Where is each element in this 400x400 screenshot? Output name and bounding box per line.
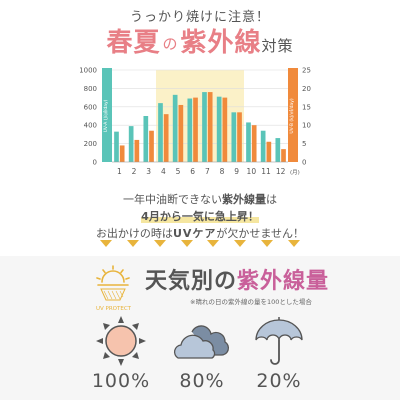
uv-b-bar (163, 114, 169, 162)
weather-title-highlight: 紫外線量 (237, 269, 330, 294)
uv-a-bar (275, 138, 281, 162)
message-line-1: 一年中油断できない紫外線量は (0, 191, 400, 207)
x-tick-label: 9 (234, 167, 239, 176)
x-tick-label: 2 (132, 167, 137, 176)
right-axis-label: UV-B (kJ/㎡/day) (288, 98, 295, 134)
right-tick-label: 15 (302, 103, 311, 111)
triangle-icon (234, 240, 247, 247)
triangle-icon (207, 240, 220, 247)
triangle-icon (126, 240, 139, 247)
x-tick-label: 7 (205, 167, 210, 176)
uv-a-bar (202, 92, 207, 162)
uv-b-bar (207, 92, 213, 162)
right-tick-label: 20 (302, 85, 311, 93)
weather-title: 天気別の紫外線量 (145, 263, 329, 295)
uv-a-bar (231, 112, 237, 162)
uv-a-bar (260, 130, 266, 162)
uv-a-bar (128, 126, 134, 162)
page-title: 春夏 の紫外線対策 (0, 22, 400, 59)
uv-a-bar (246, 122, 251, 162)
message-text: は (266, 193, 277, 206)
triangle-icon (100, 240, 112, 247)
umbrella-icon (255, 317, 303, 365)
triangle-icon (153, 240, 166, 247)
title-main: 紫外線 (180, 28, 262, 58)
triangle-divider (100, 240, 300, 247)
x-tick-label: 4 (161, 167, 166, 176)
rain-uv-percent: 20% (256, 370, 302, 392)
sun-icon (96, 316, 146, 366)
title-suffix: 対策 (261, 37, 294, 55)
x-tick-label: 1 (117, 167, 122, 176)
left-tick-label: 200 (84, 140, 97, 148)
x-tick-label: 8 (220, 167, 225, 176)
left-axis-label: UV-A (J/㎠/day) (102, 99, 109, 132)
uv-a-bar (187, 98, 193, 162)
left-tick-label: 400 (84, 122, 97, 130)
message-text: お出かけの時は (95, 227, 173, 240)
left-tick-label: 800 (84, 85, 97, 93)
triangle-icon (261, 240, 274, 247)
uv-b-bar (237, 112, 242, 162)
right-axis-bar (288, 68, 298, 162)
message-line-2: 4月から一気に急上昇！ (0, 208, 400, 224)
uv-b-bar (119, 145, 125, 162)
cloud-icon (173, 325, 229, 359)
message-text: が欠かせません！ (216, 227, 305, 240)
x-tick-label: 5 (176, 167, 181, 176)
weather-note: ※晴れの日の紫外線の量を100とした場合 (190, 298, 312, 306)
uv-b-bar (134, 139, 140, 162)
weather-title-prefix: 天気別の (145, 269, 238, 294)
uv-b-bar (222, 97, 228, 162)
x-tick-label: 3 (146, 167, 151, 176)
left-tick-label: 600 (84, 103, 97, 111)
left-tick-label: 1000 (80, 67, 97, 75)
uv-b-bar (178, 104, 184, 162)
x-tick-label: 12 (276, 167, 286, 176)
right-tick-label: 25 (302, 67, 311, 75)
sun-uv-percent: 100% (91, 370, 151, 392)
triangle-icon (287, 240, 300, 247)
right-tick-label: 5 (302, 140, 306, 148)
title-season: 春夏 (106, 28, 161, 58)
x-unit-label: (月) (290, 169, 300, 176)
message-emphasis: 紫外線量 (222, 193, 266, 206)
message-text: 一年中油断できない (123, 193, 222, 206)
uv-b-bar (193, 97, 198, 162)
x-tick-label: 10 (247, 167, 257, 176)
subtitle: うっかり焼けに注意！ (129, 10, 270, 25)
uv-a-bar (143, 116, 149, 162)
uv-a-bar (216, 96, 222, 162)
message-emphasis: UVケア (172, 227, 217, 240)
uv-b-bar (281, 149, 286, 162)
uv-b-bar (149, 130, 154, 162)
uv-b-bar (251, 125, 257, 162)
cloud-uv-percent: 80% (179, 370, 225, 392)
x-tick-label: 11 (261, 167, 271, 176)
uv-protect-label: UV PROTECT (96, 306, 132, 312)
uv-a-bar (172, 94, 178, 162)
uv-a-bar (158, 103, 163, 162)
uv-b-bar (266, 141, 272, 162)
message-line-3: お出かけの時はUVケアが欠かせません！ (0, 225, 400, 241)
message-emphasis: 4月から (141, 210, 182, 223)
uv-a-bar (114, 131, 119, 162)
left-axis-bar (102, 68, 112, 162)
highlight-band (156, 70, 244, 162)
message-emphasis: 一気に急上昇！ (181, 210, 259, 223)
x-tick-label: 6 (190, 167, 195, 176)
right-tick-label: 0 (302, 159, 306, 167)
right-tick-label: 10 (302, 122, 311, 130)
title-particle: の (162, 35, 179, 53)
left-tick-label: 0 (93, 159, 97, 167)
uv-protect-icon (96, 265, 130, 301)
triangle-icon (180, 240, 193, 247)
